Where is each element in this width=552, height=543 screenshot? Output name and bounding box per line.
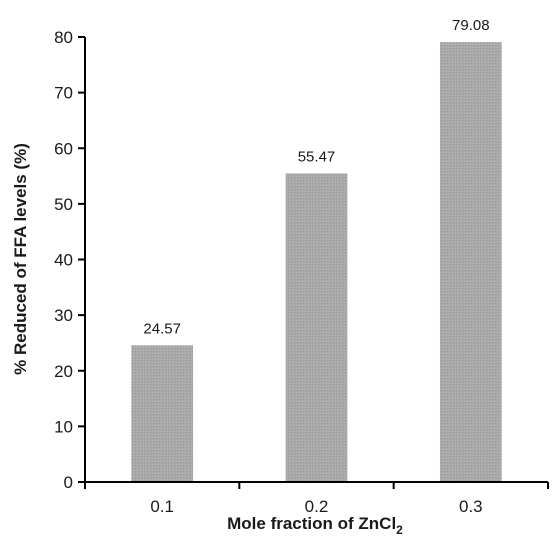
bar-0.1 [131,345,194,482]
y-tick-label-50: 50 [54,195,73,214]
data-label-0.2: 55.47 [298,148,336,165]
y-tick-label-40: 40 [54,251,73,270]
y-tick-label-80: 80 [54,28,73,47]
y-tick-label-70: 70 [54,84,73,103]
y-tick-label-20: 20 [54,362,73,381]
data-label-0.1: 24.57 [143,320,181,337]
x-axis-title: Mole fraction of ZnCl2 [227,514,403,537]
x-axis-title-main: Mole fraction of ZnCl [227,514,396,533]
x-axis-title-subscript: 2 [396,523,403,537]
y-tick-label-60: 60 [54,139,73,158]
data-labels-layer: 24.57 55.47 79.08 [143,17,489,337]
bars-layer [131,42,502,483]
y-tick-label-10: 10 [54,417,73,436]
y-tick-label-30: 30 [54,306,73,325]
x-tick-label-0.1: 0.1 [150,497,174,516]
bar-0.3 [439,42,502,483]
x-tick-label-0.3: 0.3 [459,497,483,516]
axes-layer: 0 10 20 30 40 50 60 70 80 0.1 0.2 0.3 [54,28,549,516]
x-tick-label-0.2: 0.2 [305,497,329,516]
bar-0.2 [285,173,348,482]
data-label-0.3: 79.08 [452,17,490,34]
y-tick-label-0: 0 [64,473,73,492]
y-axis-title: % Reduced of FFA levels (%) [11,143,30,375]
